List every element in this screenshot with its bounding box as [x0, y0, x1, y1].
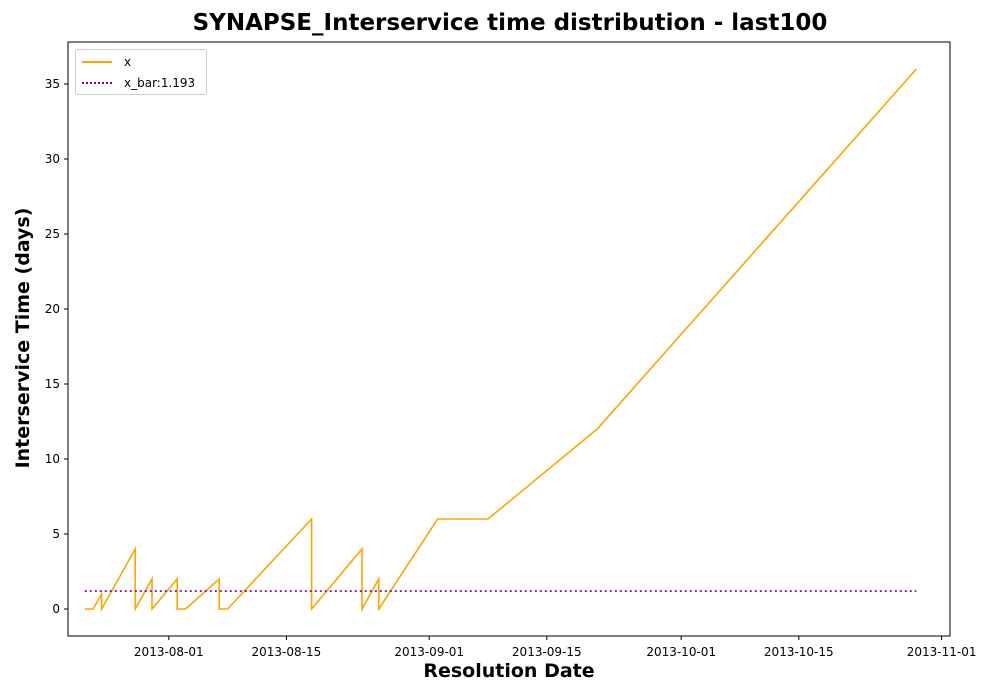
x-tick-label: 2013-08-15 [252, 645, 322, 659]
y-tick-label: 35 [45, 77, 60, 91]
y-tick-label: 0 [52, 602, 60, 616]
series-line-0 [84, 68, 917, 613]
legend-label: x_bar:1.193 [124, 76, 196, 90]
x-tick-label: 2013-10-01 [646, 645, 716, 659]
y-axis-label: Interservice Time (days) [12, 207, 34, 469]
axes-frame [67, 41, 951, 637]
legend-item-xbar: x_bar:1.193 [82, 73, 195, 93]
legend-swatch-dotted [82, 82, 112, 84]
legend-label: x [124, 55, 132, 69]
x-tick-label: 2013-11-01 [907, 645, 977, 659]
legend-item-x: x [82, 52, 131, 72]
x-tick-label: 2013-08-01 [134, 645, 204, 659]
y-tick-label: 15 [45, 377, 60, 391]
x-tick-label: 2013-09-01 [394, 645, 464, 659]
y-tick-label: 10 [45, 452, 60, 466]
y-tick-label: 30 [45, 152, 60, 166]
x-tick-label: 2013-10-15 [764, 645, 834, 659]
y-tick-label: 20 [45, 302, 60, 316]
chart-title: SYNAPSE_Interservice time distribution -… [192, 10, 828, 36]
x-tick-label: 2013-09-15 [512, 645, 582, 659]
legend: x x_bar:1.193 [75, 49, 207, 95]
x-axis-label: Resolution Date [423, 660, 595, 682]
y-tick-label: 25 [45, 227, 60, 241]
legend-swatch-solid [82, 61, 112, 63]
y-tick-label: 5 [52, 527, 60, 541]
